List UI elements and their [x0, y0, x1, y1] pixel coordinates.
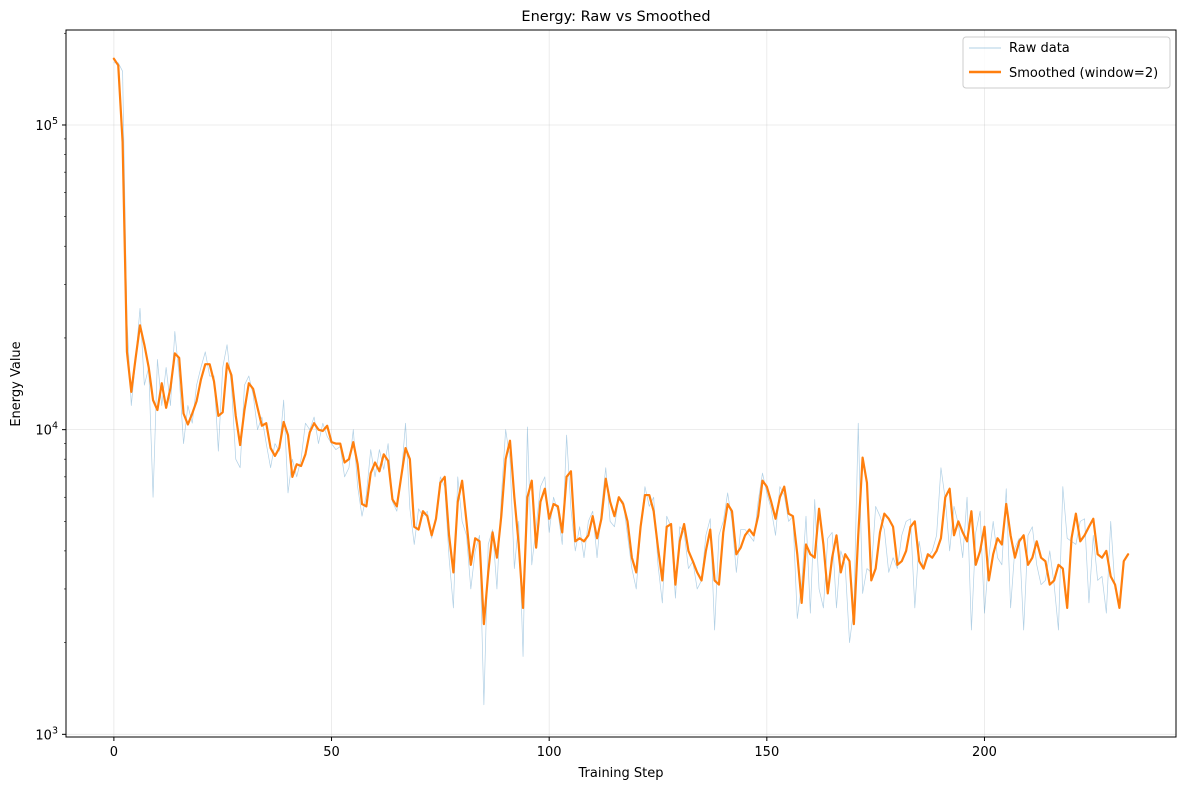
- chart-title: Energy: Raw vs Smoothed: [521, 9, 710, 25]
- y-tick-label-exponent: 4: [52, 421, 58, 432]
- smoothed-series-line: [112, 57, 1130, 626]
- x-tick-label: 0: [110, 745, 118, 760]
- plot-frame: [65, 29, 1177, 738]
- y-tick-label-exponent: 3: [52, 725, 58, 736]
- y-axis-label: Energy Value: [9, 341, 24, 426]
- y-tick-label: 104: [35, 421, 58, 439]
- series-layer: [112, 57, 1130, 706]
- x-axis-label: Training Step: [577, 766, 663, 781]
- grid-layer: [66, 30, 1176, 737]
- x-tick-label: 200: [972, 745, 997, 760]
- legend: Raw data Smoothed (window=2): [962, 36, 1171, 89]
- legend-label-raw: Raw data: [1009, 41, 1070, 56]
- y-tick-label: 103: [35, 725, 58, 743]
- y-tick-label: 105: [35, 116, 58, 134]
- legend-box: [962, 36, 1171, 89]
- x-tick-label: 50: [323, 745, 340, 760]
- y-tick-label-base: 10: [35, 424, 52, 439]
- legend-label-smoothed: Smoothed (window=2): [1009, 66, 1158, 81]
- x-tick-label: 100: [537, 745, 562, 760]
- y-tick-label-exponent: 5: [52, 116, 58, 127]
- y-tick-label-base: 10: [35, 119, 52, 134]
- y-tick-label-base: 10: [35, 728, 52, 743]
- x-tick-label: 150: [754, 745, 779, 760]
